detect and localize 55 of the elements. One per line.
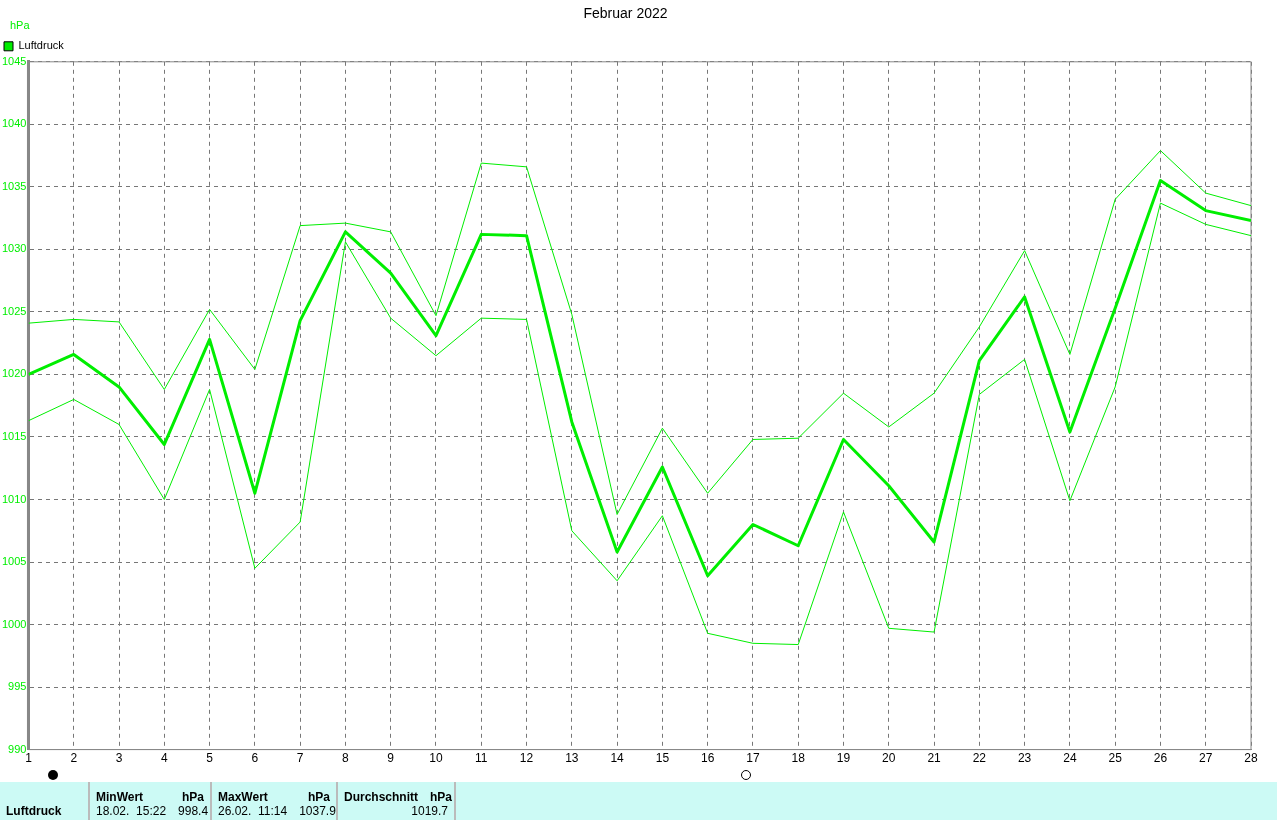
x-tick-label: 11 — [475, 751, 488, 766]
x-tick-label: 27 — [1199, 751, 1213, 766]
x-tick-label: 4 — [160, 751, 168, 766]
y-tick-label: 1035 — [1, 179, 27, 192]
y-tick-label: 1045 — [1, 54, 27, 67]
chart-title: Februar 2022 — [583, 5, 668, 22]
x-tick-label: 3 — [115, 751, 123, 766]
x-tick-label: 17 — [746, 751, 760, 766]
y-tick-label: 1010 — [1, 492, 27, 505]
x-tick-label: 2 — [70, 751, 78, 766]
x-tick-label: 19 — [836, 751, 851, 766]
x-tick-label: 24 — [1063, 751, 1077, 766]
x-tick-label: 28 — [1244, 751, 1258, 766]
y-tick-label: 990 — [8, 742, 27, 755]
text: hPa — [307, 790, 330, 804]
y-tick-label: 1020 — [1, 367, 27, 380]
x-tick-label: 22 — [972, 751, 987, 766]
text: 26.02. 11:14 — [218, 804, 288, 818]
y-axis-title: hPa — [10, 18, 31, 31]
y-tick-label: 1000 — [1, 617, 27, 630]
x-tick-label: 18 — [791, 751, 806, 766]
text: 18.02. 15:22 — [96, 804, 167, 818]
text: MinWert — [96, 790, 144, 804]
x-tick-label: 9 — [387, 751, 395, 766]
text: Durchschnitt — [344, 790, 419, 804]
x-tick-label: 14 — [610, 751, 625, 766]
text: MaxWert — [218, 790, 268, 804]
x-tick-label: 8 — [342, 751, 350, 766]
text: hPa — [430, 790, 453, 804]
text: Luftdruck — [6, 804, 63, 818]
y-tick-label: 1005 — [1, 555, 27, 568]
text: 1019.7 — [411, 804, 448, 818]
x-tick-label: 7 — [296, 751, 304, 766]
x-tick-label: 25 — [1108, 751, 1123, 766]
y-tick-label: 995 — [8, 680, 27, 693]
x-tick-label: 1 — [25, 751, 33, 766]
y-tick-label: 1040 — [1, 117, 27, 130]
x-tick-label: 6 — [251, 751, 259, 766]
x-tick-label: 5 — [206, 751, 214, 766]
text: hPa — [181, 790, 204, 804]
x-tick-label: 21 — [927, 751, 942, 766]
y-tick-label: 1015 — [1, 429, 27, 442]
legend-label: Luftdruck — [18, 39, 65, 52]
x-tick-label: 16 — [700, 751, 715, 766]
x-tick-label: 10 — [429, 751, 443, 766]
x-tick-label: 20 — [882, 751, 896, 766]
text: 998.4 — [178, 804, 209, 818]
x-tick-label: 26 — [1153, 751, 1168, 766]
text: 1037.9 — [299, 804, 336, 818]
x-tick-label: 12 — [519, 751, 534, 766]
y-tick-label: 1025 — [1, 304, 27, 317]
x-tick-label: 15 — [655, 751, 670, 766]
x-tick-label: 23 — [1017, 751, 1032, 766]
x-tick-label: 13 — [565, 751, 579, 766]
y-tick-label: 1030 — [1, 242, 27, 255]
